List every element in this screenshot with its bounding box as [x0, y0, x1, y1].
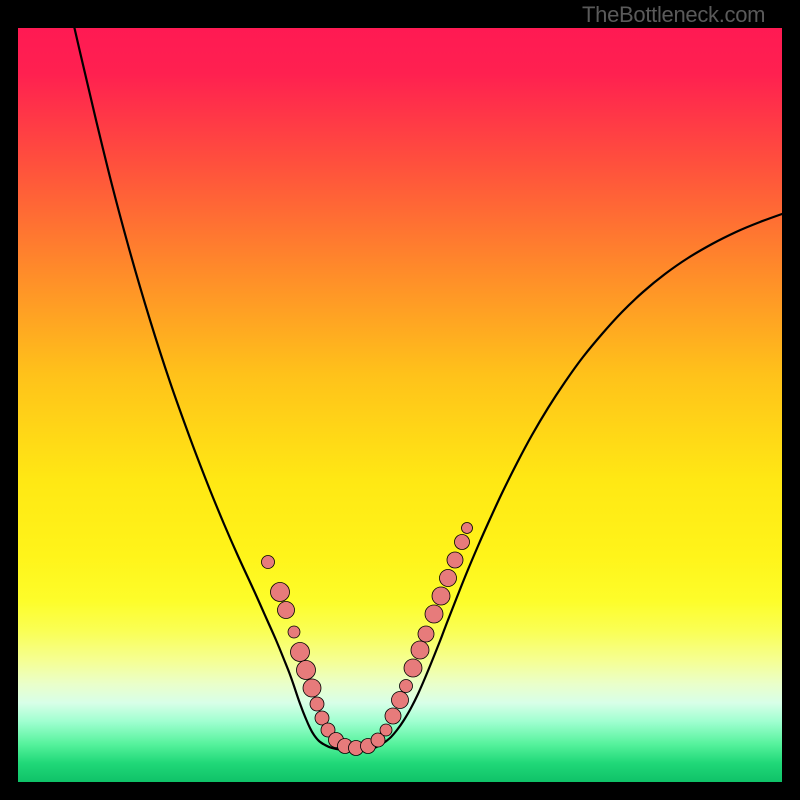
data-marker — [404, 659, 422, 677]
watermark-text: TheBottleneck.com — [582, 2, 765, 28]
chart-svg — [18, 28, 782, 782]
data-marker — [380, 724, 392, 736]
data-marker — [392, 692, 409, 709]
data-marker — [418, 626, 434, 642]
data-marker — [262, 556, 275, 569]
chart-background — [18, 28, 782, 782]
data-marker — [447, 552, 463, 568]
data-marker — [310, 697, 324, 711]
data-marker — [432, 587, 450, 605]
data-marker — [385, 708, 401, 724]
data-marker — [288, 626, 300, 638]
data-marker — [455, 535, 470, 550]
data-marker — [462, 523, 473, 534]
data-marker — [297, 661, 316, 680]
data-marker — [291, 643, 310, 662]
data-marker — [303, 679, 321, 697]
data-marker — [425, 605, 443, 623]
data-marker — [440, 570, 457, 587]
chart-plot-area — [18, 28, 782, 782]
data-marker — [411, 641, 429, 659]
data-marker — [400, 680, 413, 693]
data-marker — [271, 583, 290, 602]
data-marker — [278, 602, 295, 619]
